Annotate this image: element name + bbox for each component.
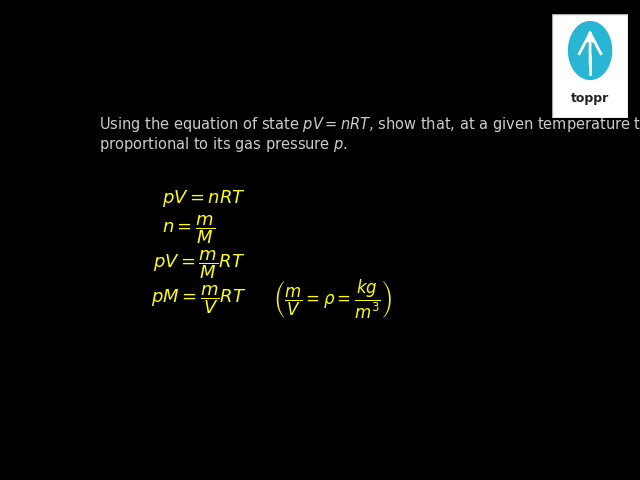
Text: Using the equation of state $pV = nRT$, show that, at a given temperature the de: Using the equation of state $pV = nRT$, … — [99, 115, 640, 134]
Text: $n = \dfrac{m}{M}$: $n = \dfrac{m}{M}$ — [162, 213, 215, 246]
FancyBboxPatch shape — [552, 14, 628, 118]
Text: $pV = \dfrac{m}{M}RT$: $pV = \dfrac{m}{M}RT$ — [154, 248, 246, 281]
Text: $pM = \dfrac{m}{V}RT$: $pM = \dfrac{m}{V}RT$ — [151, 283, 246, 316]
Text: proportional to its gas pressure $p$.: proportional to its gas pressure $p$. — [99, 135, 348, 154]
Text: $\left(\dfrac{m}{V} = \rho = \dfrac{kg}{m^3}\right)$: $\left(\dfrac{m}{V} = \rho = \dfrac{kg}{… — [273, 278, 392, 321]
Text: $pV = nRT$: $pV = nRT$ — [162, 188, 246, 208]
Polygon shape — [568, 22, 612, 79]
Text: toppr: toppr — [571, 92, 609, 105]
